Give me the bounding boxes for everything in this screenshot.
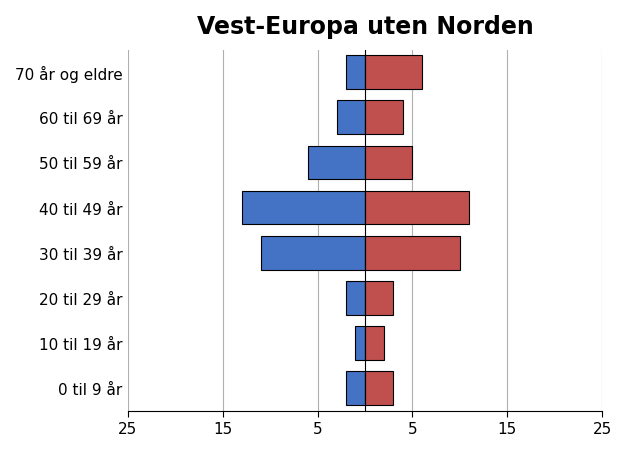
Bar [337,101,365,135]
Bar [365,236,460,270]
Bar [308,146,365,180]
Bar [346,56,365,90]
Bar [365,146,413,180]
Bar [365,281,394,315]
Bar [365,326,384,360]
Bar [365,56,422,90]
Bar [346,371,365,405]
Bar [346,281,365,315]
Bar [356,326,365,360]
Bar [365,371,394,405]
Bar [365,101,403,135]
Bar [241,191,365,225]
Bar [365,191,470,225]
Bar [261,236,365,270]
Title: Vest-Europa uten Norden: Vest-Europa uten Norden [197,15,534,39]
